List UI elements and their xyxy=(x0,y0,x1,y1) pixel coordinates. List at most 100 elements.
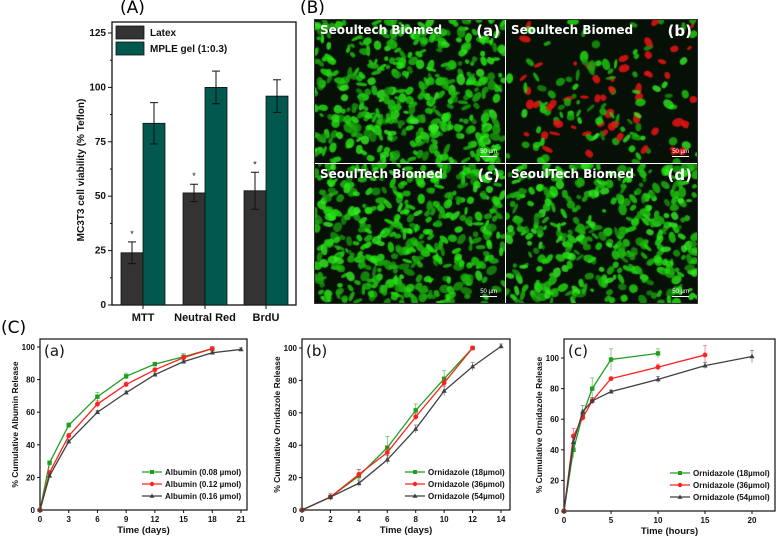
data-point xyxy=(413,408,418,413)
legend-marker xyxy=(677,482,683,488)
y-tick-label: 40 xyxy=(26,441,35,450)
data-point xyxy=(441,380,447,386)
data-point xyxy=(570,439,576,444)
data-point xyxy=(655,364,661,370)
data-point xyxy=(66,423,71,428)
x-tick-label: 14 xyxy=(497,515,506,524)
data-point xyxy=(356,480,362,486)
micrograph-caption: Seoultech Biomed xyxy=(511,23,634,37)
legend-marker xyxy=(149,481,155,487)
legend-label: Albumin (0.12 µmol) xyxy=(165,480,242,489)
data-point xyxy=(655,376,661,382)
scale-bar: 50 µm xyxy=(480,149,497,157)
data-point xyxy=(66,438,72,444)
legend-marker xyxy=(412,481,418,487)
y-tick-label: 100 xyxy=(284,344,298,353)
data-point xyxy=(152,371,158,377)
y-tick-label: 80 xyxy=(26,376,35,385)
data-point xyxy=(238,346,244,352)
legend-marker xyxy=(678,471,682,475)
data-point xyxy=(608,357,614,362)
scale-bar: 50 µm xyxy=(480,289,497,297)
data-point xyxy=(749,353,755,359)
data-point xyxy=(384,450,390,455)
x-tick-label: 4 xyxy=(357,515,362,524)
x-tick-label: 9 xyxy=(124,515,129,524)
data-point xyxy=(94,409,101,414)
data-point xyxy=(384,456,390,462)
data-point xyxy=(590,386,595,391)
data-point xyxy=(441,388,447,393)
legend-marker xyxy=(149,493,155,498)
legend-label: MPLE gel (1:0.3) xyxy=(150,44,227,55)
x-axis-label: Time (days) xyxy=(380,525,433,536)
legend-label: Ornidazole (54µmol) xyxy=(428,492,505,501)
micrograph-letter: (a) xyxy=(476,22,500,40)
data-point xyxy=(589,398,595,403)
data-point xyxy=(608,388,614,394)
x-tick-label: 10 xyxy=(654,516,663,525)
legend-swatch xyxy=(115,41,145,56)
legend-marker xyxy=(150,470,154,474)
data-point xyxy=(702,352,708,358)
subpanel-label: (c) xyxy=(568,342,588,360)
legend-label: Ornidazole (18µmol) xyxy=(693,469,770,478)
bar-mple xyxy=(265,95,289,306)
panel-label-c: (C) xyxy=(1,318,27,338)
legend-label: Ornidazole (54µmol) xyxy=(693,493,770,502)
x-tick-label: 12 xyxy=(150,515,159,524)
y-tick-label: 0 xyxy=(293,506,298,515)
panel-label-b: (B) xyxy=(300,0,325,18)
y-tick-label: 0 xyxy=(555,507,560,516)
x-tick-label: 20 xyxy=(748,516,757,525)
micrograph-a: Seoultech Biomed (a) 50 µm xyxy=(315,20,505,163)
x-tick-label: Neutral Red xyxy=(174,312,236,324)
y-tick-label: 0 xyxy=(31,506,36,515)
y-tick-label: 60 xyxy=(550,415,559,424)
y-tick-label: 80 xyxy=(288,376,297,385)
data-point xyxy=(702,362,708,368)
data-point xyxy=(580,408,586,414)
data-point xyxy=(95,394,100,399)
x-tick-label: 12 xyxy=(468,515,477,524)
x-tick-label: 15 xyxy=(179,515,188,524)
legend-marker xyxy=(677,494,683,499)
y-tick-label: 125 xyxy=(89,28,106,39)
plot-frame xyxy=(301,338,511,511)
series-line xyxy=(301,345,502,511)
cell-image xyxy=(315,164,505,303)
legend-swatch xyxy=(115,25,145,40)
data-point xyxy=(123,382,129,387)
data-point xyxy=(413,426,419,431)
legend-label: Albumin (0.08 µmol) xyxy=(165,468,242,477)
y-tick-label: 20 xyxy=(550,476,559,485)
significance-marker: * xyxy=(130,229,134,239)
legend-marker xyxy=(413,470,417,474)
x-tick-label: 3 xyxy=(66,515,71,524)
data-point xyxy=(66,433,72,439)
subpanel-label: (a) xyxy=(44,342,65,360)
y-tick-label: 20 xyxy=(26,473,35,482)
data-point xyxy=(209,349,215,355)
x-tick-label: 15 xyxy=(701,516,710,525)
y-axis-label: MC3T3 cell viability (% Teflon) xyxy=(76,99,87,242)
x-tick-label: BrdU xyxy=(253,312,280,324)
data-point xyxy=(181,355,186,360)
y-axis-label: % Cumulative Albumin Release xyxy=(10,361,20,488)
subpanel-label: (b) xyxy=(306,342,327,360)
y-tick-label: 100 xyxy=(89,82,106,93)
micrograph-caption: Seoultech Biomed xyxy=(320,23,443,37)
significance-marker: * xyxy=(192,171,196,181)
y-tick-label: 40 xyxy=(550,446,559,455)
legend-label: Ornidazole (36µmol) xyxy=(428,480,505,489)
data-point xyxy=(95,401,100,407)
x-tick-label: 0 xyxy=(300,515,305,524)
cell-image xyxy=(506,20,697,163)
x-tick-label: 6 xyxy=(95,515,100,524)
series-line xyxy=(563,355,753,512)
x-tick-label: 10 xyxy=(440,515,449,524)
data-point xyxy=(470,345,475,351)
legend-label: Albumin (0.16 µmol) xyxy=(165,492,242,501)
x-tick-label: 6 xyxy=(385,515,390,524)
